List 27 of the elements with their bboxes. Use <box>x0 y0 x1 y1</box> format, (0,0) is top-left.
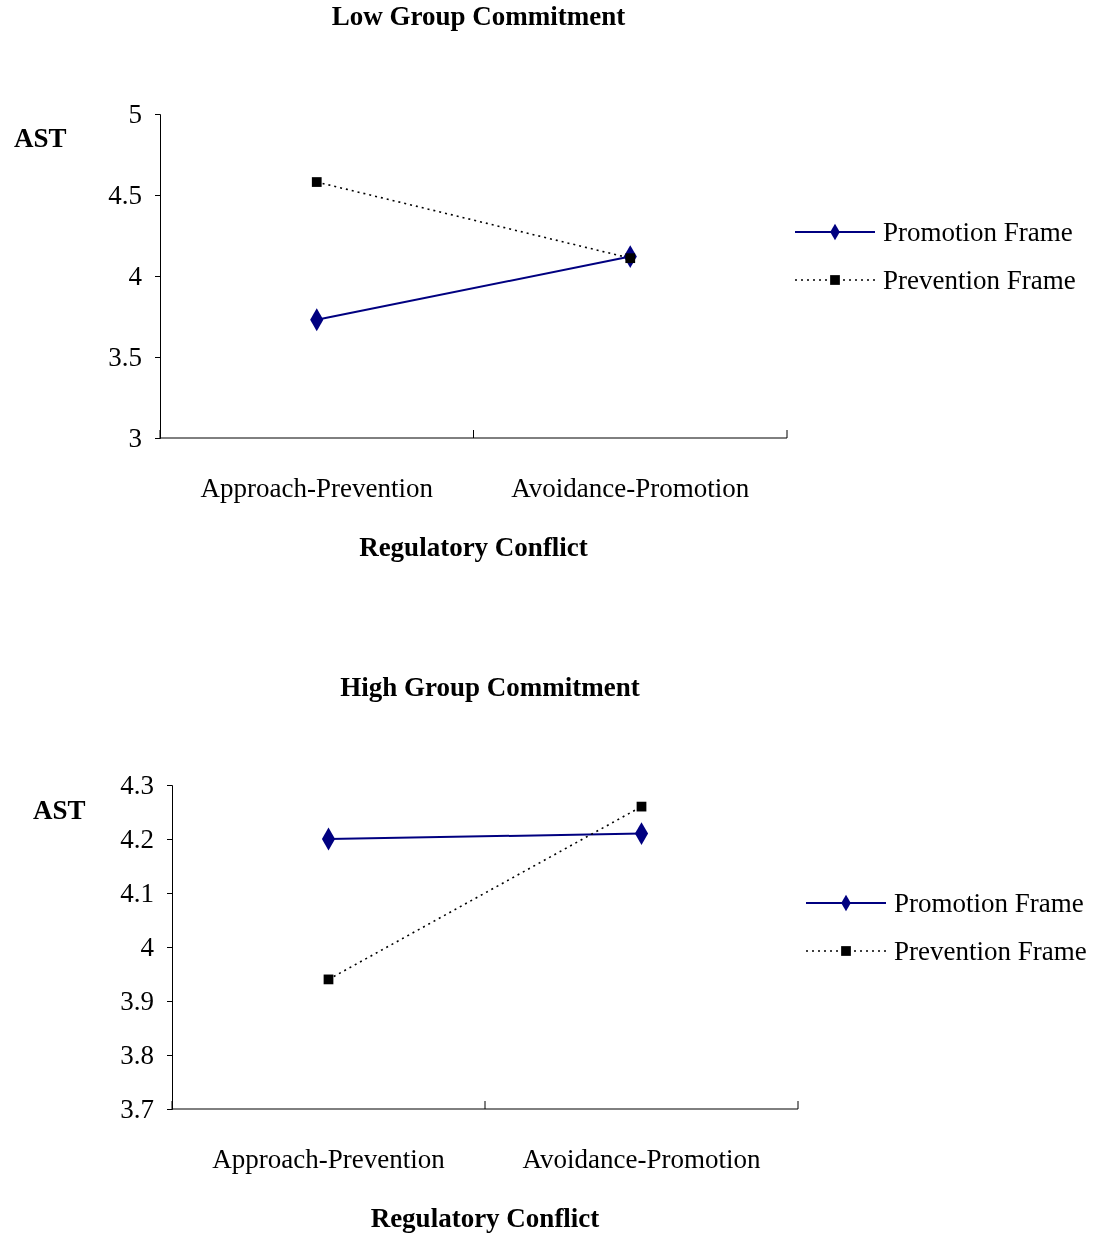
x-tick-label: Approach-Prevention <box>212 1144 446 1175</box>
y-tick-label: 4.5 <box>108 180 142 211</box>
legend-label: Promotion Frame <box>883 217 1073 247</box>
y-tick-label: 3 <box>128 423 142 454</box>
x-axis-title: Regulatory Conflict <box>359 532 588 562</box>
point <box>311 177 322 187</box>
legend-label: Prevention Frame <box>883 265 1076 295</box>
y-tick-label: 4.2 <box>120 824 154 855</box>
chart-title: High Group Commitment <box>340 672 640 702</box>
y-tick-label: 4.3 <box>120 770 154 801</box>
y-tick-label: 4 <box>140 932 155 963</box>
y-tick-label: 3.9 <box>120 986 154 1017</box>
y-tick-label: 4.1 <box>120 878 154 909</box>
y-tick-label: 3.7 <box>120 1094 154 1125</box>
chart-title: Low Group Commitment <box>331 1 626 31</box>
x-tick-label: Approach-Prevention <box>200 473 434 504</box>
x-tick-label: Avoidance-Promotion <box>511 473 750 504</box>
y-tick-label: 4 <box>128 261 143 292</box>
y-tick-label: 3.5 <box>108 342 142 373</box>
y-axis-title: AST <box>14 123 67 153</box>
y-tick-label: 5 <box>128 99 142 130</box>
y-tick-label: 3.8 <box>120 1040 154 1071</box>
y-axis-title: AST <box>33 795 86 825</box>
legend-label: Prevention Frame <box>894 936 1087 966</box>
x-tick-label: Avoidance-Promotion <box>522 1144 761 1175</box>
legend-label: Promotion Frame <box>894 888 1084 918</box>
x-axis-title: Regulatory Conflict <box>370 1203 600 1233</box>
